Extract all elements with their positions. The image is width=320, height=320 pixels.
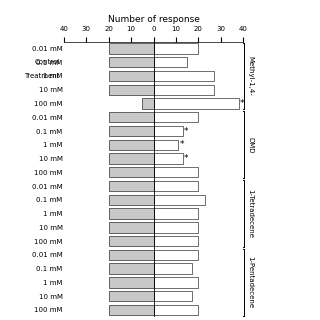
Bar bbox=[109, 153, 154, 164]
Bar bbox=[154, 222, 198, 233]
Bar bbox=[154, 153, 183, 164]
Bar bbox=[142, 98, 154, 109]
Text: 1-Tetradecene: 1-Tetradecene bbox=[247, 189, 253, 238]
Bar bbox=[154, 236, 198, 246]
Bar bbox=[154, 263, 192, 274]
Text: Treatment: Treatment bbox=[24, 73, 60, 79]
Bar bbox=[109, 305, 154, 315]
Bar bbox=[109, 195, 154, 205]
Bar bbox=[109, 222, 154, 233]
Bar bbox=[109, 208, 154, 219]
Bar bbox=[109, 263, 154, 274]
Bar bbox=[109, 71, 154, 81]
Bar bbox=[109, 57, 154, 68]
Bar bbox=[154, 98, 239, 109]
Text: *: * bbox=[179, 140, 184, 149]
Bar bbox=[109, 291, 154, 301]
Bar bbox=[109, 250, 154, 260]
Bar bbox=[154, 57, 187, 68]
Bar bbox=[154, 43, 198, 54]
Text: Control: Control bbox=[34, 59, 60, 65]
Title: Number of response: Number of response bbox=[108, 15, 200, 24]
Bar bbox=[109, 43, 154, 54]
Bar bbox=[154, 181, 198, 191]
Bar bbox=[109, 277, 154, 288]
Bar bbox=[154, 250, 198, 260]
Text: Methyl-1,4-: Methyl-1,4- bbox=[247, 56, 253, 96]
Bar bbox=[154, 195, 205, 205]
Bar bbox=[154, 208, 198, 219]
Bar bbox=[154, 140, 178, 150]
Bar bbox=[154, 126, 183, 136]
Bar bbox=[109, 167, 154, 178]
Bar bbox=[154, 291, 192, 301]
Bar bbox=[154, 277, 198, 288]
Bar bbox=[109, 126, 154, 136]
Bar bbox=[154, 305, 198, 315]
Bar bbox=[154, 84, 214, 95]
Bar bbox=[109, 84, 154, 95]
Text: *: * bbox=[184, 154, 188, 163]
Bar bbox=[154, 112, 198, 123]
Text: *: * bbox=[240, 99, 244, 108]
Bar bbox=[109, 181, 154, 191]
Text: *: * bbox=[184, 126, 188, 136]
Bar bbox=[109, 112, 154, 123]
Bar bbox=[109, 140, 154, 150]
Bar bbox=[154, 71, 214, 81]
Bar bbox=[109, 236, 154, 246]
Text: 1-Pentadecene: 1-Pentadecene bbox=[247, 256, 253, 308]
Text: DMD: DMD bbox=[247, 137, 253, 153]
Bar bbox=[154, 167, 198, 178]
